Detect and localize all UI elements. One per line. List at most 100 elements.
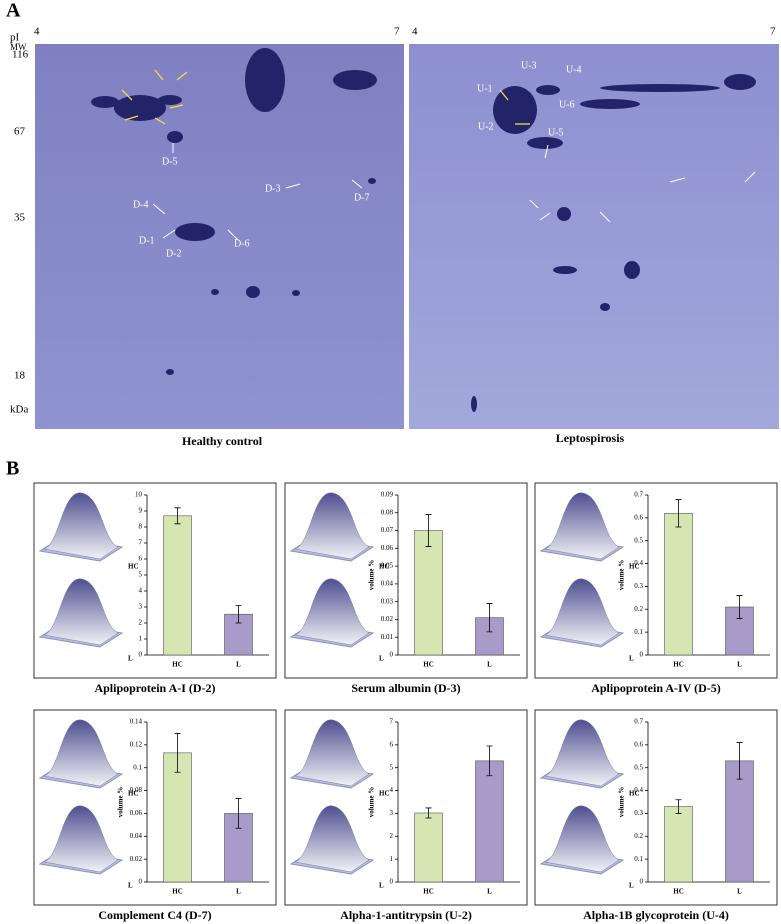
y-tick-label: 0.6	[634, 740, 643, 748]
gel-caption: Healthy control	[182, 434, 263, 448]
y-axis-label: volume %	[117, 787, 125, 818]
error-bar	[425, 514, 432, 547]
y-tick-label: 0.01	[381, 633, 394, 641]
y-tick-label: 0.4	[634, 786, 643, 794]
chart-frame	[534, 709, 778, 906]
inset-label: L	[128, 882, 133, 890]
y-axis-label: volume %	[618, 560, 626, 591]
mw-tick: 116	[12, 49, 29, 61]
error-bar	[235, 605, 242, 624]
y-tick-label: 1	[390, 855, 394, 863]
y-tick-label: 6	[139, 555, 143, 563]
error-bar	[486, 745, 493, 777]
y-tick-label: 0.09	[381, 491, 394, 499]
panel-label: B	[6, 458, 19, 480]
y-axis-label: volume %	[368, 560, 376, 591]
inset-label: L	[379, 882, 384, 890]
y-tick-label: 7	[139, 539, 143, 547]
inset-label: HC	[379, 563, 390, 571]
y-tick-label: 2	[390, 832, 394, 840]
error-bar	[736, 742, 743, 780]
chart-frame	[284, 482, 528, 679]
y-tick-label: 0.1	[133, 763, 142, 771]
chart-title: Aplipoprotein A-I (D-2)	[94, 681, 215, 695]
y-tick-label: 0.2	[634, 605, 643, 613]
bar	[664, 512, 693, 656]
ph-tick: 7	[394, 26, 400, 38]
surface-plot	[544, 492, 620, 560]
spot-label: U-2	[478, 121, 494, 132]
y-tick-label: 0	[139, 878, 143, 886]
y-tick-label: 0.6	[634, 513, 643, 521]
mw-tick: 67	[14, 126, 26, 138]
x-tick-label: L	[236, 888, 241, 896]
y-tick-label: 0.14	[130, 718, 143, 726]
pi-label: pI	[10, 32, 20, 44]
y-tick-label: 0.05	[381, 562, 394, 570]
inset-label: HC	[128, 563, 139, 571]
spot-label: D-1	[139, 235, 155, 246]
chart-title: Complement C4 (D-7)	[98, 908, 211, 922]
spot-label: D-2	[166, 248, 182, 259]
y-tick-label: 0	[390, 878, 394, 886]
error-bar	[675, 499, 682, 528]
chart-title: Alpha-1B glycoprotein (U-4)	[583, 908, 729, 922]
y-tick-label: 0.04	[130, 832, 143, 840]
panel-label: A	[6, 0, 21, 22]
y-tick-label: 6	[390, 740, 394, 748]
chart-frame	[284, 709, 528, 906]
y-tick-label: 0.1	[634, 628, 643, 636]
mw-tick: 35	[14, 212, 26, 224]
spot-label: D-3	[265, 183, 281, 194]
y-tick-label: 0.3	[634, 809, 643, 817]
inset-label: HC	[629, 790, 640, 798]
error-bar	[235, 798, 242, 829]
x-tick-label: HC	[673, 888, 684, 896]
inset-label: HC	[629, 563, 640, 571]
surface-plot	[43, 719, 119, 787]
inset-label: L	[629, 882, 634, 890]
x-tick-label: HC	[172, 888, 183, 896]
x-tick-label: L	[487, 888, 492, 896]
spot-label: U-3	[521, 60, 537, 71]
spot-label: U-6	[559, 99, 575, 110]
y-tick-label: 0.12	[130, 740, 143, 748]
bar	[414, 812, 443, 883]
y-tick-label: 0.7	[634, 491, 643, 499]
y-tick-label: 0.1	[634, 855, 643, 863]
y-tick-label: 0.06	[381, 544, 394, 552]
arrows	[152, 143, 756, 241]
spot-label: U-4	[566, 64, 582, 75]
y-axis-label: volume %	[618, 787, 626, 818]
error-bar	[174, 733, 181, 773]
y-tick-label: 4	[139, 587, 143, 595]
surface-plot	[43, 578, 119, 646]
y-axis-label: volume %	[368, 787, 376, 818]
ph-tick: 4	[34, 26, 40, 38]
x-tick-label: L	[487, 661, 492, 669]
y-tick-label: 0.5	[634, 763, 643, 771]
bar	[163, 752, 192, 883]
y-tick-label: 0.08	[130, 786, 143, 794]
y-tick-label: 0.07	[381, 526, 394, 534]
spot-label: D-7	[354, 192, 370, 203]
y-tick-label: 1	[139, 635, 143, 643]
bar	[664, 806, 693, 883]
error-bar	[675, 799, 682, 814]
surface-plot	[544, 719, 620, 787]
y-tick-label: 4	[390, 786, 394, 794]
mw-label: MW	[10, 42, 27, 52]
x-tick-label: L	[737, 888, 742, 896]
spot-label: D-4	[133, 199, 149, 210]
y-tick-label: 0.02	[130, 855, 143, 863]
y-tick-label: 0.4	[634, 559, 643, 567]
y-tick-label: 7	[390, 718, 394, 726]
inset-label: L	[128, 655, 133, 663]
y-tick-label: 0.02	[381, 615, 394, 623]
arrows	[121, 69, 530, 125]
error-bar	[486, 603, 493, 633]
y-tick-label: 0.5	[634, 536, 643, 544]
y-tick-label: 0.2	[634, 832, 643, 840]
